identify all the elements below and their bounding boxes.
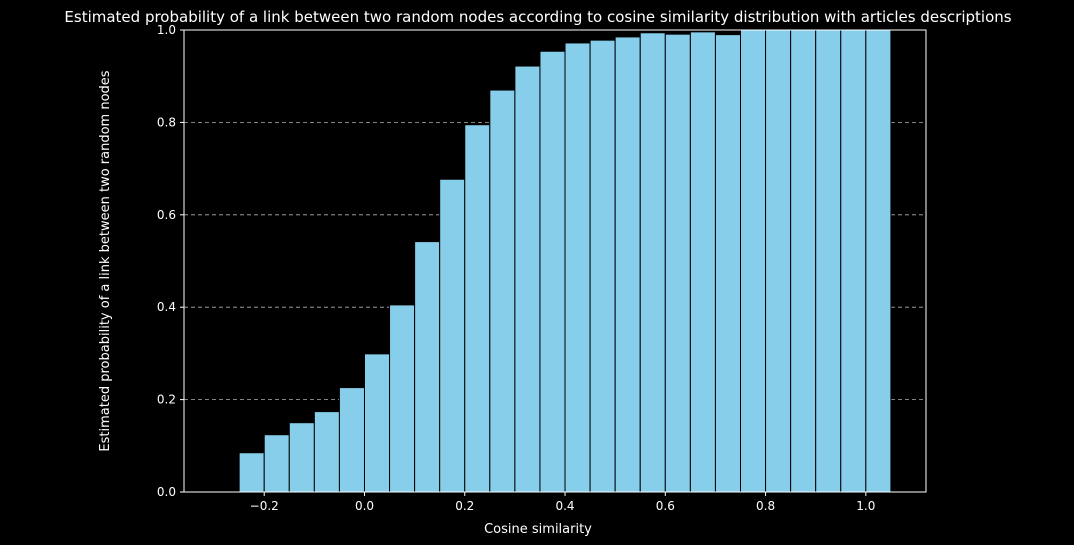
bar (865, 29, 892, 493)
bar (664, 33, 691, 493)
x-tick-label: 0.8 (756, 499, 775, 513)
bar (689, 31, 716, 493)
bar (489, 89, 516, 493)
bar (464, 124, 491, 493)
bar (614, 36, 641, 493)
x-tick-label: 1.0 (856, 499, 875, 513)
bar (740, 29, 767, 493)
bar (539, 50, 566, 493)
x-axis-label: Cosine similarity (484, 522, 592, 537)
bar (288, 422, 315, 493)
y-axis-ticks: 0.0 0.2 0.4 0.6 0.8 1.0 (157, 23, 184, 499)
bar (840, 29, 867, 493)
bar (238, 452, 265, 493)
x-tick-label: 0.4 (555, 499, 574, 513)
bar (439, 178, 466, 493)
bar (564, 42, 591, 493)
bar (338, 387, 365, 493)
bar (589, 39, 616, 493)
plot-frame (183, 29, 927, 493)
bars (238, 29, 892, 493)
chart-title: Estimated probability of a link between … (64, 8, 1011, 26)
bar (815, 29, 842, 493)
x-axis-ticks: −0.2 0.0 0.2 0.4 0.6 0.8 1.0 (250, 492, 875, 513)
bar (765, 29, 792, 493)
bar (639, 32, 666, 493)
bar (514, 65, 541, 493)
y-tick-label: 0.2 (157, 393, 176, 407)
bar (714, 34, 742, 493)
bar (389, 304, 416, 493)
y-tick-label: 1.0 (157, 23, 176, 37)
y-tick-label: 0.4 (157, 300, 176, 314)
y-tick-label: 0.8 (157, 115, 176, 129)
x-tick-label: 0.0 (355, 499, 374, 513)
bar (263, 434, 290, 493)
y-axis-label: Estimated probability of a link between … (98, 70, 113, 451)
bar (313, 411, 340, 493)
bar (363, 353, 391, 493)
bar (790, 29, 817, 493)
x-tick-label: 0.2 (455, 499, 474, 513)
y-tick-label: 0.6 (157, 208, 176, 222)
y-tick-label: 0.0 (157, 485, 176, 499)
x-tick-label: −0.2 (250, 499, 279, 513)
bar (414, 241, 441, 493)
x-tick-label: 0.6 (656, 499, 675, 513)
